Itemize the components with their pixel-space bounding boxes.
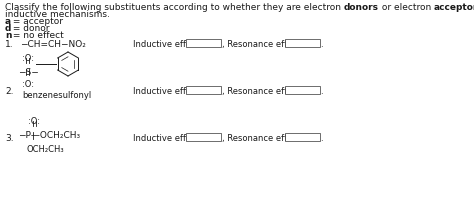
Text: 3.: 3. xyxy=(5,134,14,143)
Text: :O:: :O: xyxy=(22,80,34,89)
Text: Inductive effect: Inductive effect xyxy=(133,87,199,96)
Text: −CH=CH−NO₂: −CH=CH−NO₂ xyxy=(20,40,86,49)
Text: inductive mechanisms.: inductive mechanisms. xyxy=(5,10,110,19)
Text: −S−: −S− xyxy=(18,68,39,77)
Text: −P—OCH₂CH₃: −P—OCH₂CH₃ xyxy=(18,131,80,140)
Text: n: n xyxy=(5,31,11,40)
Text: Inductive effect: Inductive effect xyxy=(133,40,199,49)
Bar xyxy=(186,133,221,141)
Text: .: . xyxy=(320,134,323,143)
Text: acceptors: acceptors xyxy=(434,3,474,12)
Bar xyxy=(186,86,221,94)
Text: = no effect: = no effect xyxy=(10,31,64,40)
Text: a: a xyxy=(5,17,11,26)
Text: , Resonance effect: , Resonance effect xyxy=(222,134,300,143)
Text: .: . xyxy=(320,40,323,49)
Bar xyxy=(186,39,221,47)
Text: :O:: :O: xyxy=(22,54,34,63)
Text: 1.: 1. xyxy=(5,40,14,49)
Text: = donor: = donor xyxy=(10,24,49,33)
Text: Inductive effect: Inductive effect xyxy=(133,134,199,143)
Text: Classify the following substituents according to whether they are electron: Classify the following substituents acco… xyxy=(5,3,344,12)
Text: OCH₂CH₃: OCH₂CH₃ xyxy=(27,145,64,154)
Text: benzenesulfonyl: benzenesulfonyl xyxy=(22,91,91,100)
Bar xyxy=(285,133,320,141)
Text: donors: donors xyxy=(344,3,379,12)
Text: or electron: or electron xyxy=(379,3,434,12)
Text: d: d xyxy=(5,24,11,33)
Text: :O:: :O: xyxy=(28,117,40,126)
Bar xyxy=(285,39,320,47)
Bar xyxy=(285,86,320,94)
Text: , Resonance effect: , Resonance effect xyxy=(222,40,300,49)
Text: .: . xyxy=(320,87,323,96)
Text: = acceptor: = acceptor xyxy=(10,17,63,26)
Text: , Resonance effect: , Resonance effect xyxy=(222,87,300,96)
Text: 2.: 2. xyxy=(5,87,13,96)
